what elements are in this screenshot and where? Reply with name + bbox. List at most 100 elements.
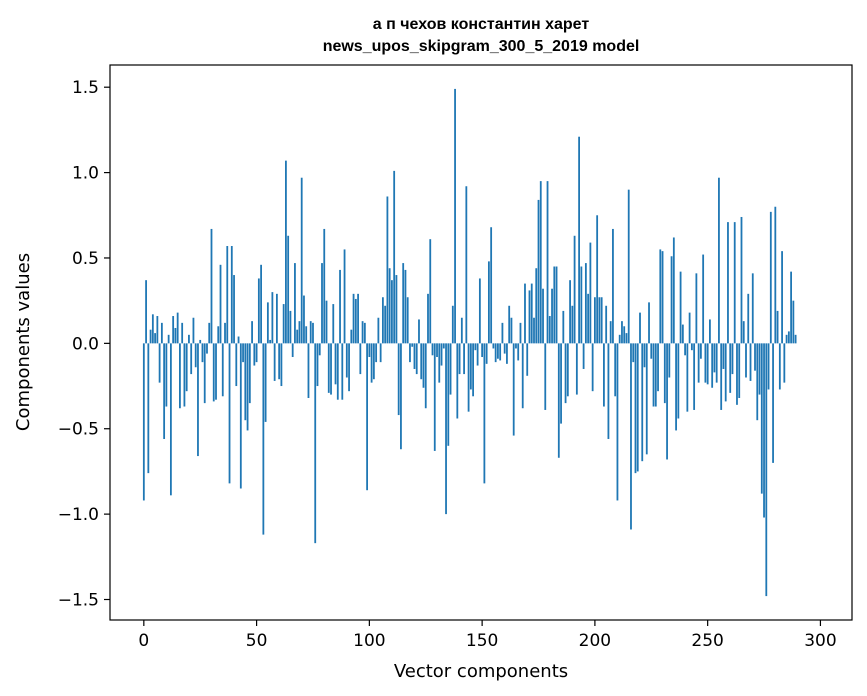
bar-229 xyxy=(659,249,662,344)
bar-151 xyxy=(483,343,486,484)
bar-278 xyxy=(769,211,772,344)
bar-277 xyxy=(767,343,770,390)
bar-234 xyxy=(670,256,673,344)
bar-198 xyxy=(589,242,592,344)
bar-256 xyxy=(720,343,723,410)
bar-274 xyxy=(760,343,763,494)
bar-13 xyxy=(172,316,175,344)
bar-8 xyxy=(160,322,163,344)
bar-79 xyxy=(321,263,323,344)
bar-186 xyxy=(562,310,565,344)
bar-272 xyxy=(756,343,759,421)
bar-204 xyxy=(603,343,605,407)
x-tick-label: 250 xyxy=(691,631,723,651)
bar-136 xyxy=(449,343,452,395)
bar-70 xyxy=(300,177,303,344)
bar-245 xyxy=(695,273,698,344)
bar-71 xyxy=(303,295,305,344)
bar-142 xyxy=(463,343,465,375)
bar-252 xyxy=(711,343,714,388)
chart-title-line1: а п чехов константин харет xyxy=(373,16,590,33)
bar-220 xyxy=(639,312,641,344)
bar-37 xyxy=(226,246,229,344)
bar-6 xyxy=(156,316,159,344)
bar-231 xyxy=(663,343,666,404)
x-tick-label: 100 xyxy=(353,631,385,651)
bar-103 xyxy=(375,343,378,363)
bar-244 xyxy=(693,343,696,410)
bar-139 xyxy=(456,343,459,419)
bar-50 xyxy=(255,343,258,363)
bar-115 xyxy=(402,263,405,344)
bar-257 xyxy=(722,343,725,369)
bar-275 xyxy=(763,343,765,518)
bar-21 xyxy=(190,343,193,375)
plot-frame xyxy=(109,64,853,621)
bar-23 xyxy=(194,343,197,368)
bar-254 xyxy=(715,343,718,383)
bar-34 xyxy=(219,264,222,344)
bar-73 xyxy=(307,343,310,398)
bar-243 xyxy=(690,343,693,351)
bar-214 xyxy=(625,333,628,344)
bar-17 xyxy=(181,322,184,344)
bar-72 xyxy=(305,326,308,344)
bar-152 xyxy=(485,343,488,364)
bar-167 xyxy=(519,322,522,344)
bar-251 xyxy=(709,319,711,344)
y-tick-label: −1.0 xyxy=(58,505,99,525)
bar-86 xyxy=(336,343,339,400)
bar-10 xyxy=(165,343,168,407)
bar-182 xyxy=(553,266,556,344)
bar-143 xyxy=(465,186,468,344)
bar-112 xyxy=(395,275,398,344)
bar-2 xyxy=(147,343,150,474)
bar-123 xyxy=(420,343,423,380)
bar-93 xyxy=(352,293,355,344)
bar-246 xyxy=(697,343,700,383)
bar-178 xyxy=(544,343,547,410)
bar-9 xyxy=(163,343,166,439)
bar-265 xyxy=(740,216,743,344)
y-axis-ticks: 1.5 1.0 0.5 0.0 −0.5 −1.0 −1.5 xyxy=(58,78,110,611)
bar-168 xyxy=(521,343,524,409)
bar-14 xyxy=(174,327,177,344)
bar-162 xyxy=(508,305,511,344)
bar-66 xyxy=(291,343,294,358)
bar-172 xyxy=(530,283,533,344)
bar-94 xyxy=(354,298,357,344)
bar-134 xyxy=(445,343,447,515)
bar-242 xyxy=(688,312,691,344)
bar-114 xyxy=(400,343,402,450)
bar-60 xyxy=(278,343,281,380)
bars-group xyxy=(142,88,797,597)
bar-253 xyxy=(713,343,716,373)
bar-154 xyxy=(490,227,493,344)
bar-189 xyxy=(569,280,571,344)
bar-104 xyxy=(377,317,380,344)
bar-110 xyxy=(391,280,393,344)
bar-124 xyxy=(422,343,425,388)
bar-47 xyxy=(248,343,251,404)
bar-213 xyxy=(623,326,626,344)
bar-287 xyxy=(790,271,792,344)
bar-235 xyxy=(672,237,675,344)
bar-81 xyxy=(325,300,328,344)
bar-80 xyxy=(323,228,326,344)
bar-28 xyxy=(206,343,208,354)
bar-51 xyxy=(257,278,260,344)
bar-97 xyxy=(361,321,364,344)
bar-224 xyxy=(648,302,650,344)
bar-240 xyxy=(684,343,686,356)
bar-267 xyxy=(745,343,747,378)
bar-89 xyxy=(343,249,346,344)
bar-156 xyxy=(494,343,497,363)
bar-225 xyxy=(650,343,653,359)
bar-276 xyxy=(765,343,768,597)
bar-210 xyxy=(616,343,619,501)
bar-150 xyxy=(481,343,484,358)
bar-101 xyxy=(370,343,373,383)
bar-11 xyxy=(167,334,170,344)
bar-179 xyxy=(546,181,549,344)
